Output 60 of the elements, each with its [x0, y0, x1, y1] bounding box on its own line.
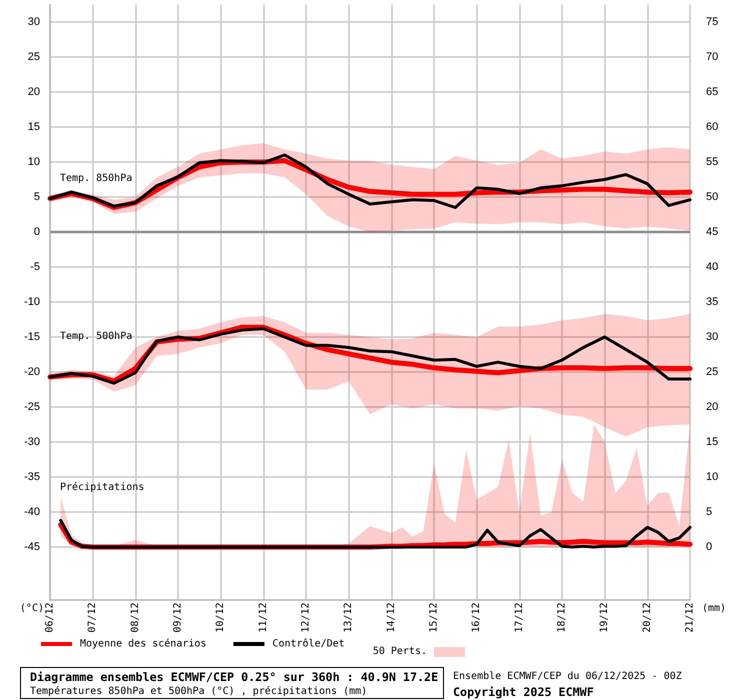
y-tick-label: 30: [28, 16, 40, 28]
y2-tick-label: 0: [706, 541, 712, 553]
y-tick-label: -45: [24, 541, 40, 553]
y-tick-label: 20: [28, 86, 40, 98]
y2-tick-label: 10: [706, 471, 718, 483]
annotation: Précipitations: [60, 481, 144, 494]
y2-tick-label: 20: [706, 401, 718, 413]
text: Températures 850hPa et 500hPa (°C) , précipitations (mm): [30, 686, 368, 698]
y-tick-label: -40: [24, 506, 40, 518]
x-tick-label: 21/12: [684, 602, 696, 633]
y2-tick-label: 45: [706, 226, 718, 238]
x-tick-label: 17/12: [514, 602, 525, 633]
x-tick-label: 19/12: [599, 602, 610, 633]
x-tick-label: 20/12: [642, 602, 653, 633]
x-tick-label: 07/12: [87, 602, 98, 633]
x-tick-label: 10/12: [215, 602, 226, 633]
annotation: Temp. 500hPa: [60, 330, 132, 343]
legend-label: Contrôle/Det: [272, 638, 345, 650]
x-tick-label: 09/12: [172, 602, 184, 633]
y2-tick-label: 30: [706, 331, 718, 343]
y-axis-title: (°C): [20, 603, 44, 614]
x-tick-label: 15/12: [428, 602, 440, 633]
y-tick-label: 0: [34, 226, 40, 238]
y-tick-label: 15: [28, 121, 40, 133]
x-tick-label: 13/12: [343, 602, 354, 633]
y2-tick-label: 65: [706, 86, 718, 98]
y-tick-label: -10: [24, 296, 40, 308]
legend-label: Moyenne des scénarios: [80, 638, 206, 650]
y2-tick-label: 25: [706, 366, 718, 378]
y2-tick-label: 5: [706, 506, 712, 518]
x-tick-label: 12/12: [300, 602, 312, 633]
y-tick-label: -30: [24, 436, 40, 448]
text: Diagramme ensembles ECMWF/CEP 0.25° sur 360h : 40.9N 17.2E: [30, 670, 438, 684]
y2-tick-label: 70: [706, 51, 718, 63]
y2-tick-label: 50: [706, 191, 718, 203]
text: Ensemble ECMWF/CEP du 06/12/2025 - 00Z: [453, 670, 682, 683]
y2-tick-label: 35: [706, 296, 718, 308]
y-tick-label: 5: [34, 191, 40, 203]
y2-tick-label: 75: [706, 16, 718, 28]
x-tick-label: 18/12: [556, 602, 568, 633]
x-tick-label: 06/12: [44, 602, 56, 633]
x-tick-label: 16/12: [471, 602, 482, 633]
x-tick-label: 08/12: [130, 602, 141, 633]
y2-tick-label: 15: [706, 436, 718, 448]
y2-axis-title: (mm): [702, 603, 726, 614]
y-tick-label: 25: [28, 51, 40, 63]
y-tick-label: 10: [28, 156, 40, 168]
y-tick-label: -25: [24, 401, 40, 413]
x-tick-label: 11/12: [258, 602, 269, 633]
legend-title: 50 Perts.: [372, 646, 427, 658]
y-tick-label: -15: [24, 331, 40, 343]
y2-tick-label: 60: [706, 121, 718, 133]
text: Copyright 2025 ECMWF: [453, 684, 594, 698]
y-tick-label: -5: [30, 261, 40, 273]
x-tick-label: 14/12: [386, 602, 397, 633]
y2-tick-label: 40: [706, 261, 718, 273]
annotation: Temp. 850hPa: [60, 172, 132, 185]
y2-tick-label: 55: [706, 156, 718, 168]
y-tick-label: -20: [24, 366, 40, 378]
y-tick-label: -35: [24, 471, 40, 483]
